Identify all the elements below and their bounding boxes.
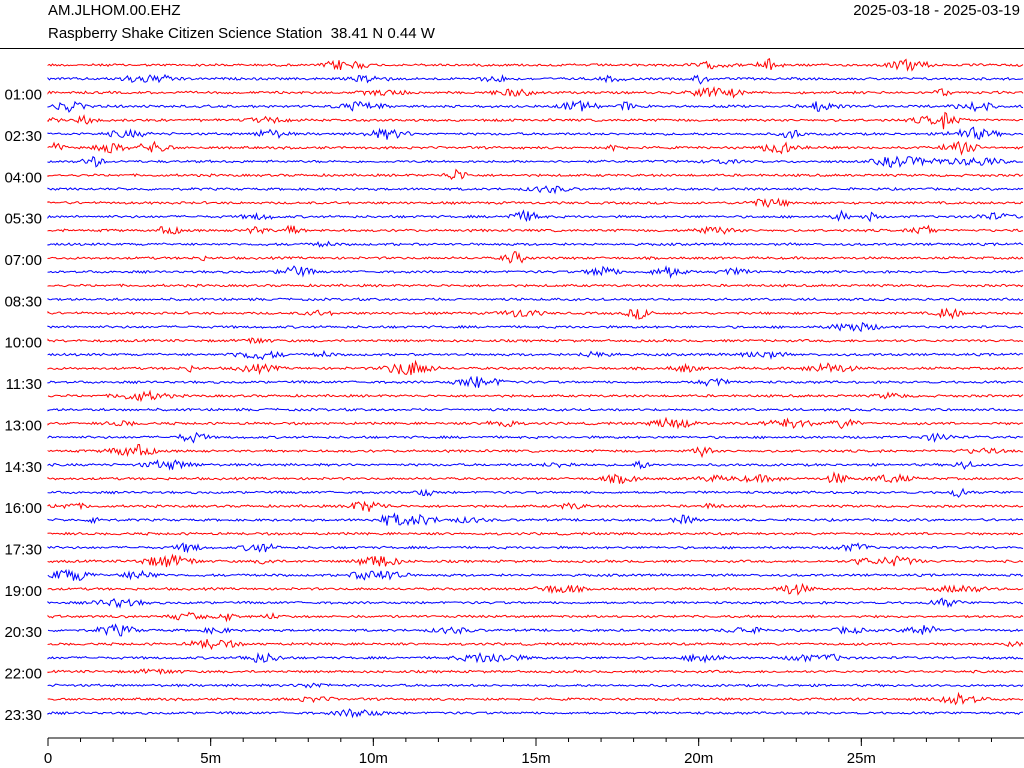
y-tick-label: 19:00 xyxy=(4,583,42,600)
y-tick-label: 02:30 xyxy=(4,128,42,145)
trace xyxy=(47,582,1024,596)
trace xyxy=(47,209,1024,223)
trace xyxy=(47,307,1024,320)
trace xyxy=(47,197,1024,209)
trace xyxy=(47,168,1024,180)
trace xyxy=(47,321,1024,333)
trace xyxy=(47,155,1024,169)
trace xyxy=(47,359,1024,376)
trace xyxy=(47,58,1024,72)
y-tick-label: 17:30 xyxy=(4,542,42,559)
trace xyxy=(47,337,1024,345)
trace xyxy=(47,140,1024,156)
trace xyxy=(47,471,1024,485)
trace xyxy=(47,682,1024,689)
trace xyxy=(47,531,1024,536)
trace xyxy=(47,416,1024,430)
y-tick-label: 10:00 xyxy=(4,335,42,352)
y-tick-label: 16:00 xyxy=(4,500,42,517)
trace xyxy=(47,512,1024,527)
y-tick-label: 08:30 xyxy=(4,293,42,310)
y-tick-label: 04:00 xyxy=(4,169,42,186)
y-tick-label: 14:30 xyxy=(4,459,42,476)
trace xyxy=(47,375,1024,389)
station: Raspberry Shake Citizen Science Station … xyxy=(48,25,436,42)
trace xyxy=(47,611,1024,623)
y-tick-label: 23:30 xyxy=(4,707,42,724)
trace xyxy=(47,73,1024,85)
trace xyxy=(47,389,1024,403)
trace xyxy=(47,459,1024,471)
trace xyxy=(47,553,1024,568)
y-tick-label: 05:30 xyxy=(4,211,42,228)
trace xyxy=(47,542,1024,554)
trace xyxy=(47,111,1024,130)
trace xyxy=(47,431,1024,444)
trace xyxy=(47,667,1024,676)
x-tick-label: 25m xyxy=(847,750,876,767)
x-tick-label: 20m xyxy=(684,750,713,767)
channel: AM.JLHOM.00.EHZ xyxy=(48,2,181,19)
y-tick-label: 11:30 xyxy=(6,376,42,393)
trace xyxy=(47,297,1024,302)
trace xyxy=(47,597,1023,609)
trace xyxy=(47,500,1023,512)
y-tick-label: 22:00 xyxy=(4,666,42,683)
trace xyxy=(47,126,1024,140)
trace xyxy=(47,224,1024,235)
trace xyxy=(47,443,1024,459)
trace xyxy=(47,185,1024,195)
x-tick-label: 15m xyxy=(521,750,550,767)
trace xyxy=(47,100,1024,113)
trace xyxy=(47,283,1024,288)
y-tick-label: 01:00 xyxy=(4,87,42,104)
trace xyxy=(47,85,1024,99)
trace xyxy=(47,407,1024,412)
x-tick-label: 5m xyxy=(200,750,221,767)
trace xyxy=(47,652,1024,664)
trace xyxy=(47,349,1024,361)
trace xyxy=(47,623,1024,637)
date-range: 2025-03-18 - 2025-03-19 xyxy=(853,2,1020,19)
trace xyxy=(47,568,1024,581)
trace xyxy=(47,265,1023,279)
trace xyxy=(47,639,1024,651)
trace xyxy=(47,240,1024,248)
trace xyxy=(47,251,1024,264)
y-tick-label: 07:00 xyxy=(4,252,42,269)
trace xyxy=(47,691,1024,706)
y-tick-label: 13:00 xyxy=(4,417,42,434)
trace xyxy=(47,487,1024,498)
y-tick-label: 20:30 xyxy=(4,624,42,641)
x-tick-label: 10m xyxy=(359,750,388,767)
x-tick-label: 0 xyxy=(44,750,52,767)
trace xyxy=(47,708,1024,719)
